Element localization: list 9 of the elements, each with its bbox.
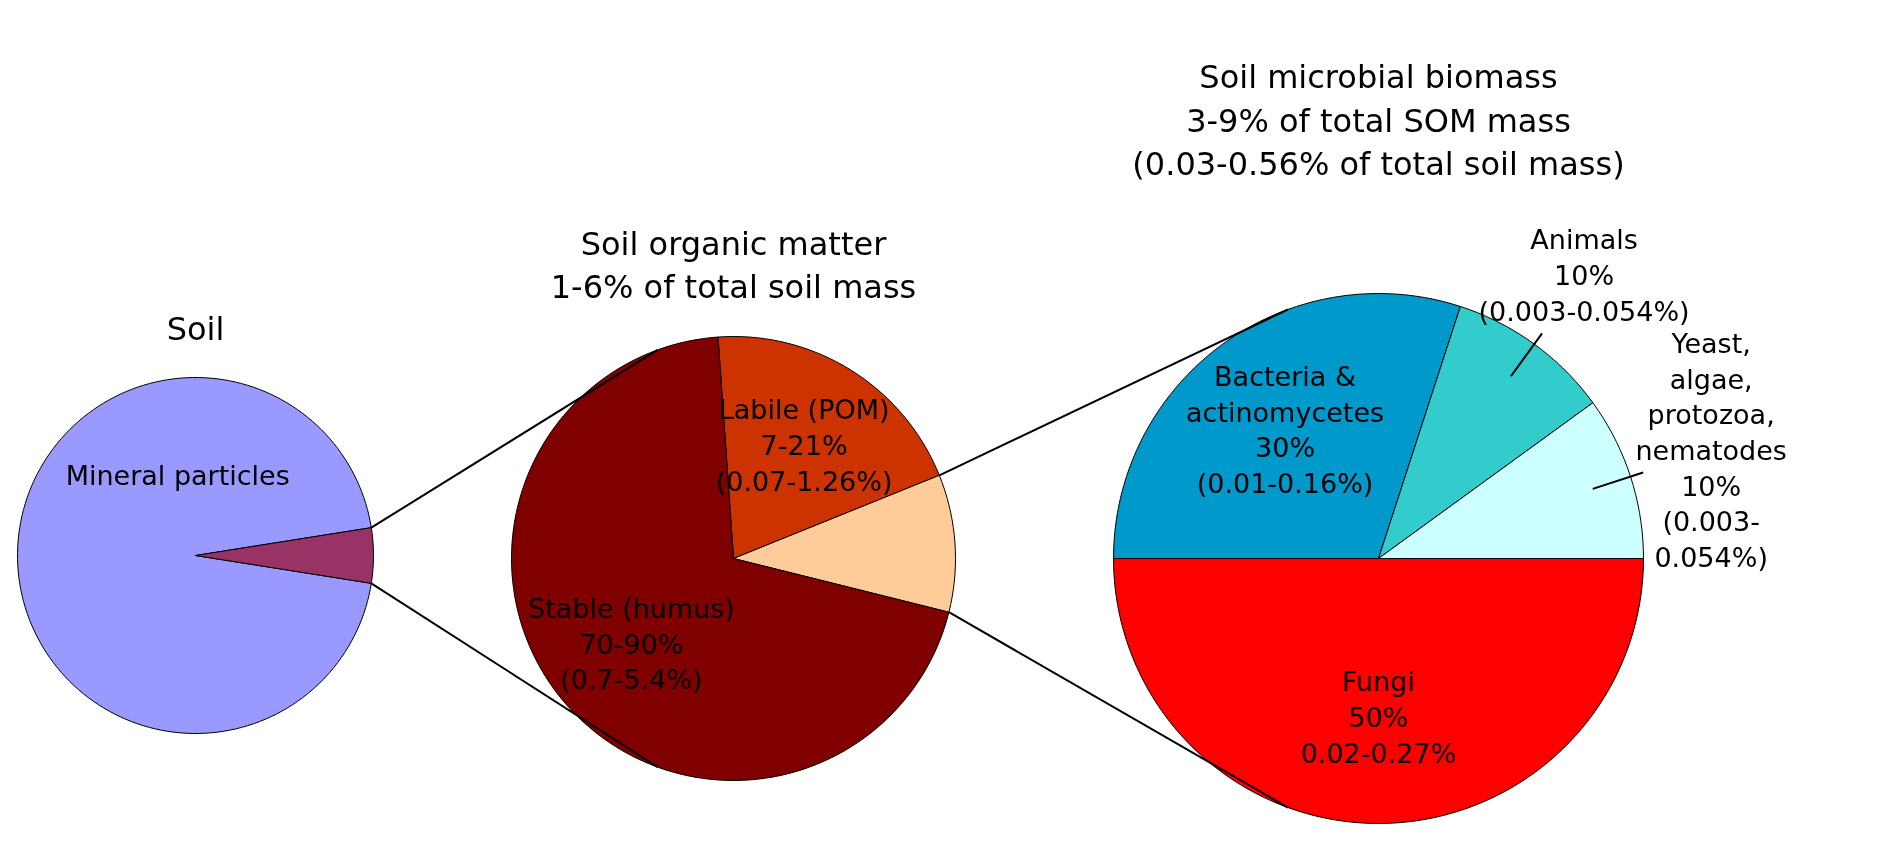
slice-label: Stable (humus) 70-90% (0.7-5.4%)	[528, 592, 735, 696]
slice-label: Animals 10% (0.003-0.054%)	[1478, 224, 1690, 327]
slice-label: Bacteria & actinomycetes 30% (0.01-0.16%)	[1185, 360, 1385, 499]
slice-label: Yeast, algae, protozoa, nematodes 10% (0.003- 0.054%)	[1635, 327, 1787, 573]
chart-title: Soil	[166, 309, 225, 348]
chart-title: Soil microbial biomass 3-9% of total SOM mass (0.03-0.56% of total soil mass)	[1132, 58, 1625, 184]
slice-label: Fungi 50% 0.02-0.27%	[1300, 666, 1457, 769]
chart-title: Soil organic matter 1-6% of total soil mass	[550, 224, 917, 307]
slice-label: Mineral particles	[65, 459, 290, 491]
